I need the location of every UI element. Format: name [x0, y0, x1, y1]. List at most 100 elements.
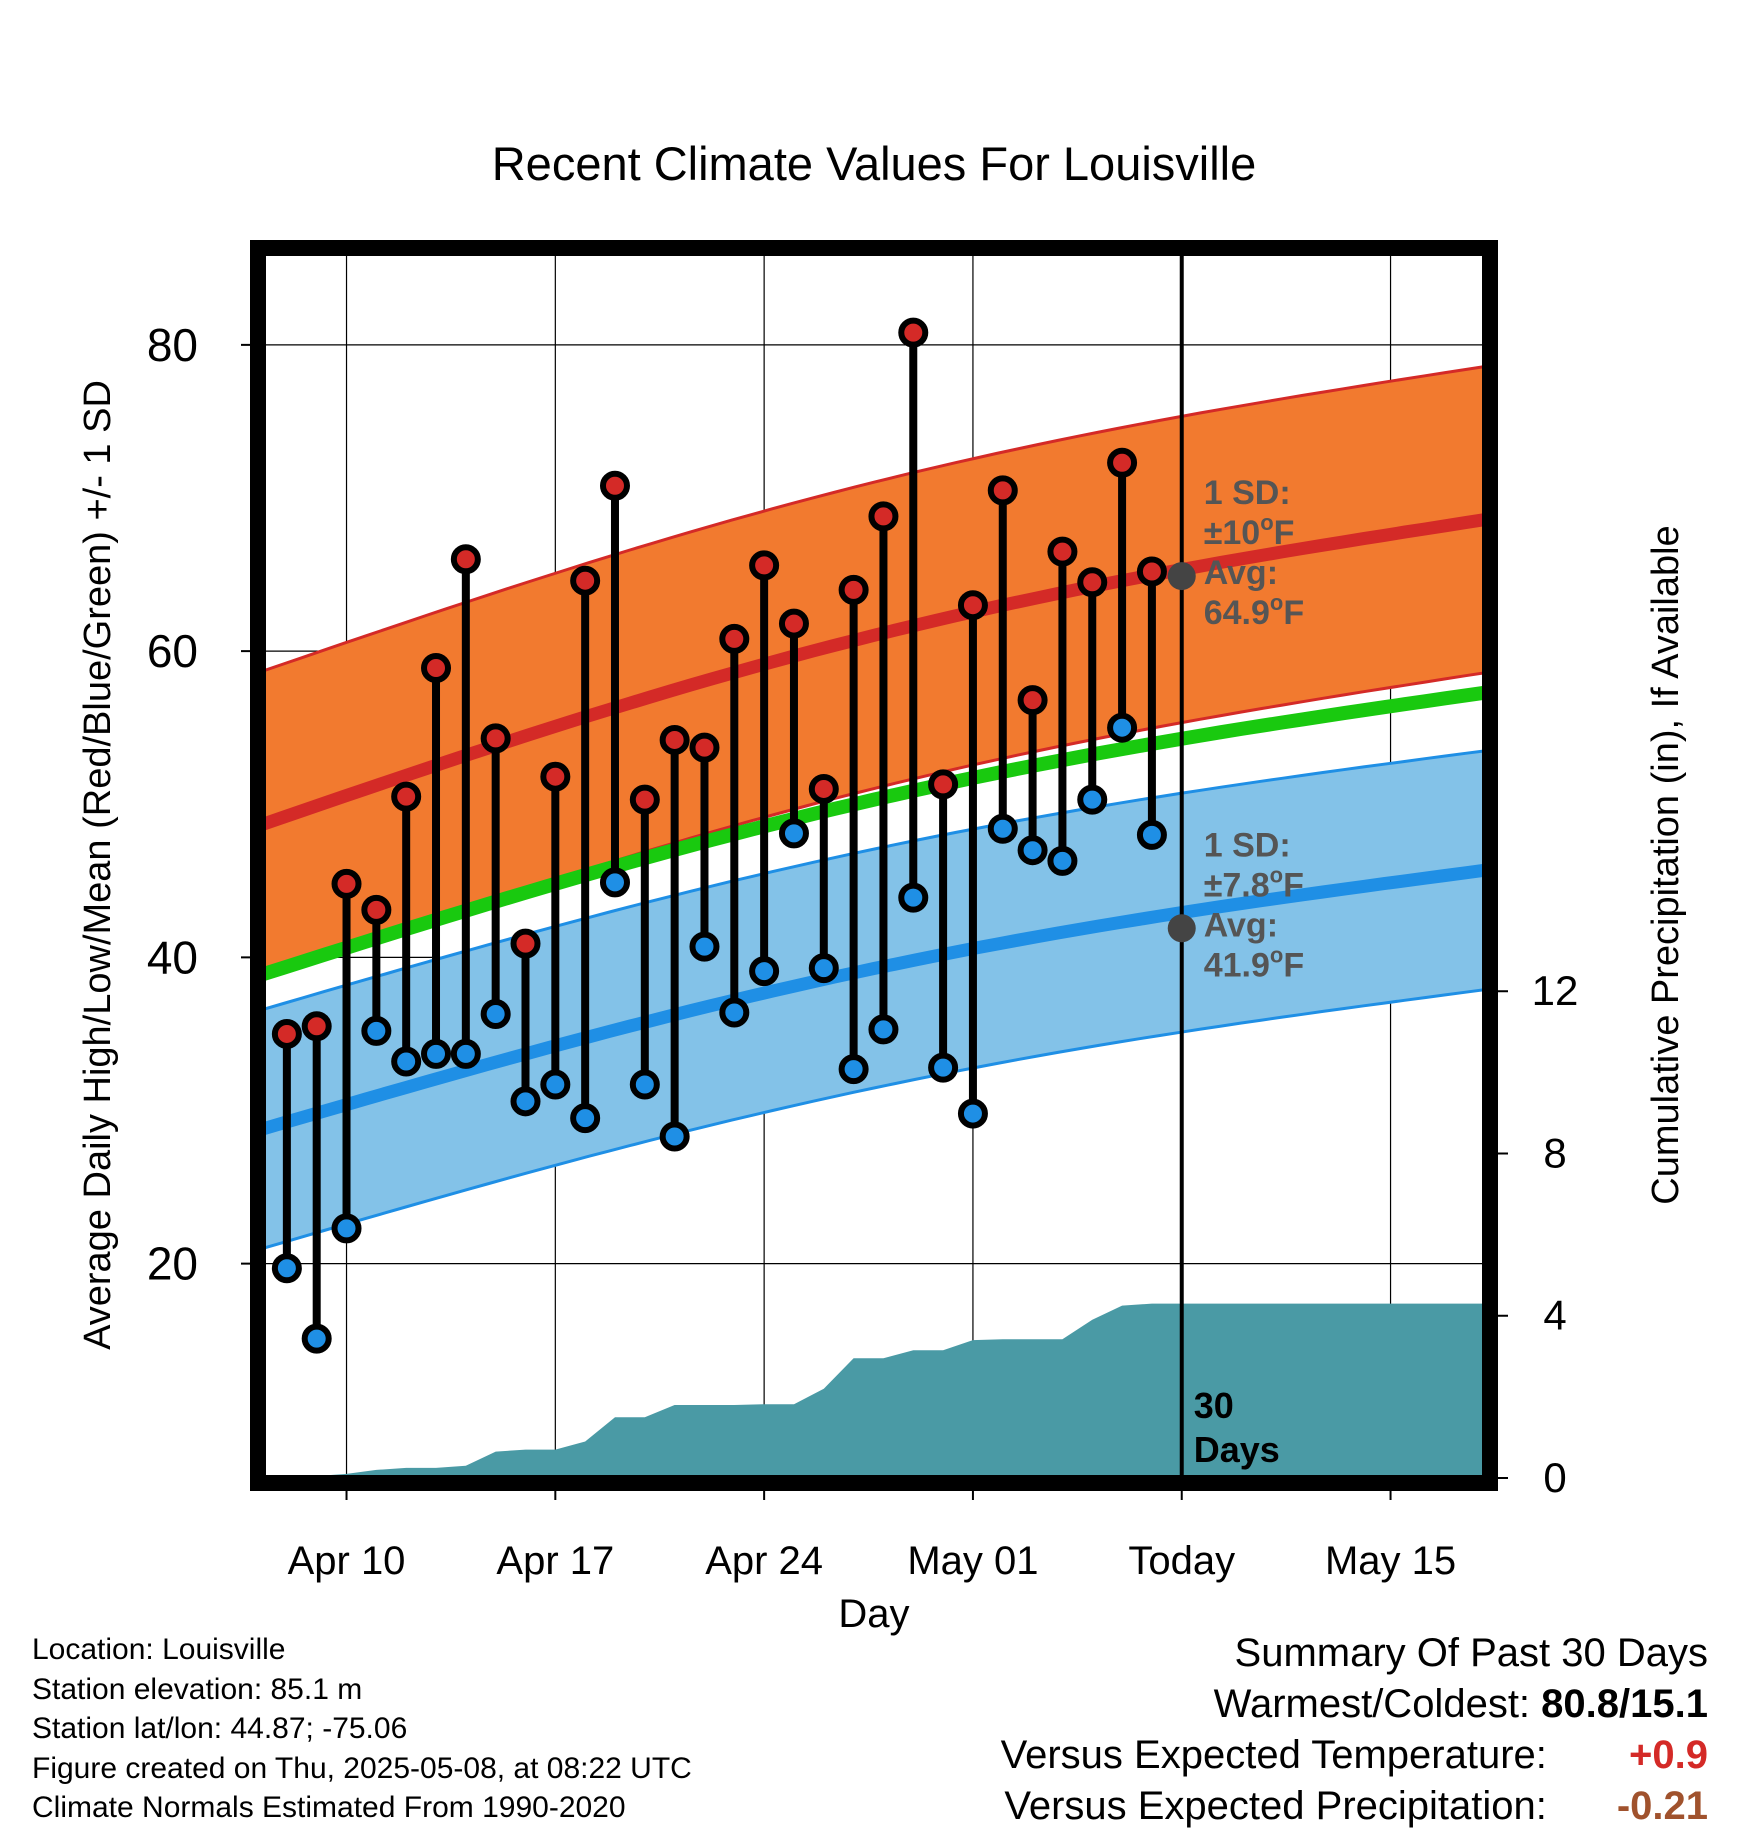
- low-point: [689, 931, 720, 962]
- high-point: [271, 1018, 302, 1049]
- high-point: [1136, 556, 1167, 587]
- high-point: [301, 1011, 332, 1042]
- low-point: [1107, 712, 1138, 743]
- x-tick-label: Apr 24: [705, 1539, 823, 1583]
- low-point: [421, 1038, 452, 1069]
- high-point: [450, 544, 481, 575]
- high-point: [421, 652, 452, 683]
- high-point: [629, 784, 660, 815]
- low-point: [391, 1046, 422, 1077]
- plot-area: [263, 253, 1486, 1478]
- y-axis-label: Average Daily High/Low/Mean (Red/Blue/Gr…: [77, 380, 119, 1350]
- low-point: [480, 999, 511, 1030]
- summary-precip-row: Versus Expected Precipitation: -0.21: [1001, 1781, 1708, 1832]
- low-point: [570, 1103, 601, 1134]
- info-created: Figure created on Thu, 2025-05-08, at 08…: [32, 1751, 692, 1785]
- today-low-normal-marker: [1167, 914, 1196, 943]
- high-point: [928, 769, 959, 800]
- low-point: [331, 1213, 362, 1244]
- window-label: Days: [1194, 1429, 1280, 1470]
- low-annotation-3: 41.9oF: [1204, 942, 1304, 984]
- low-point: [1136, 819, 1167, 850]
- low-point: [271, 1253, 302, 1284]
- low-point: [659, 1121, 690, 1152]
- summary-warm-cold-label: Warmest/Coldest:: [1213, 1682, 1531, 1726]
- station-info: Location: Louisville Station elevation: …: [32, 1630, 692, 1828]
- low-point: [361, 1015, 392, 1046]
- low-point: [898, 882, 929, 913]
- low-point: [1017, 835, 1048, 866]
- low-point: [450, 1038, 481, 1069]
- x-tick-label: Apr 17: [496, 1539, 614, 1583]
- x-tick-label: Today: [1128, 1539, 1235, 1583]
- low-point: [838, 1054, 869, 1085]
- info-latlon: Station lat/lon: 44.87; -75.06: [32, 1712, 408, 1745]
- high-point: [480, 723, 511, 754]
- low-annotation-0: 1 SD:: [1204, 826, 1291, 864]
- high-point: [957, 590, 988, 621]
- high-annotation-0: 1 SD:: [1204, 474, 1291, 512]
- high-point: [540, 761, 571, 792]
- high-point: [749, 550, 780, 581]
- y2-axis-label: Cumulative Precipitation (in), If Availa…: [1645, 525, 1687, 1204]
- high-point: [719, 623, 750, 654]
- high-point: [570, 565, 601, 596]
- info-normals: Climate Normals Estimated From 1990-2020: [32, 1791, 626, 1824]
- y2-tick-label: 12: [1532, 967, 1579, 1014]
- low-point: [540, 1069, 571, 1100]
- low-point: [749, 956, 780, 987]
- x-tick-label: May 01: [907, 1539, 1038, 1583]
- y2-tick-label: 8: [1543, 1129, 1566, 1176]
- high-point: [391, 781, 422, 812]
- low-point: [928, 1052, 959, 1083]
- high-point: [1017, 685, 1048, 716]
- summary-warm-cold-value: 80.8/15.1: [1541, 1682, 1708, 1726]
- high-point: [778, 608, 809, 639]
- high-point: [868, 501, 899, 532]
- info-location: Location: Louisville: [32, 1633, 286, 1666]
- high-point: [1047, 536, 1078, 567]
- y2-tick-label: 4: [1543, 1292, 1566, 1339]
- high-point: [599, 470, 630, 501]
- low-point: [629, 1069, 660, 1100]
- low-point: [778, 818, 809, 849]
- high-point: [331, 868, 362, 899]
- window-label: 30: [1194, 1385, 1234, 1426]
- summary-title: Summary Of Past 30 Days: [1234, 1631, 1708, 1675]
- high-point: [808, 773, 839, 804]
- high-point: [689, 732, 720, 763]
- low-point: [987, 813, 1018, 844]
- high-point: [838, 574, 869, 605]
- low-point: [301, 1323, 332, 1354]
- low-annotation-2: Avg:: [1204, 906, 1278, 944]
- high-point: [510, 928, 541, 959]
- high-point: [1077, 567, 1108, 598]
- y-tick-label: 20: [147, 1238, 198, 1290]
- low-sd-lower-line: [263, 988, 1486, 1250]
- high-point: [1107, 447, 1138, 478]
- low-point: [599, 867, 630, 898]
- y-tick-label: 80: [147, 319, 198, 371]
- low-point: [868, 1014, 899, 1045]
- y-tick-label: 60: [147, 625, 198, 677]
- precip-area: [263, 1303, 1486, 1478]
- x-axis-label: Day: [838, 1592, 909, 1636]
- high-point: [987, 475, 1018, 506]
- info-elevation: Station elevation: 85.1 m: [32, 1672, 363, 1706]
- summary-precip-label: Versus Expected Precipitation:: [1004, 1784, 1547, 1828]
- chart-title: Recent Climate Values For Louisville: [492, 137, 1257, 190]
- axes: Apr 10 Apr 17 Apr 24 May 01 Today May 1520406…: [147, 319, 1579, 1583]
- summary-temp-label: Versus Expected Temperature:: [1000, 1733, 1547, 1777]
- high-annotation-1: ±10oF: [1204, 510, 1295, 552]
- y2-tick-label: 0: [1543, 1454, 1566, 1501]
- summary-warm-cold-row: Warmest/Coldest: 80.8/15.1: [1001, 1679, 1708, 1730]
- x-tick-label: Apr 10: [288, 1539, 406, 1583]
- high-point: [898, 317, 929, 348]
- summary-temp-row: Versus Expected Temperature: +0.9: [1001, 1730, 1708, 1781]
- summary-panel: Summary Of Past 30 Days Warmest/Coldest:…: [1001, 1628, 1708, 1832]
- y-tick-label: 40: [147, 931, 198, 983]
- high-annotation-3: 64.9oF: [1204, 590, 1304, 632]
- summary-precip-value: -0.21: [1616, 1784, 1708, 1828]
